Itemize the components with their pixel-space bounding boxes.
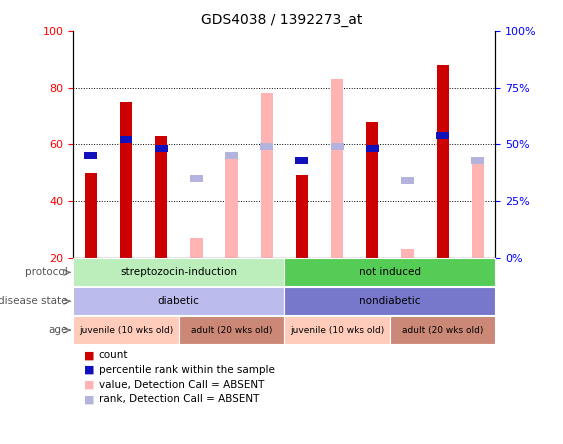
Bar: [261, 93, 273, 258]
Bar: [401, 249, 414, 258]
Bar: [260, 143, 273, 150]
Text: ■: ■: [84, 380, 95, 389]
Bar: [366, 145, 379, 152]
Text: juvenile (10 wks old): juvenile (10 wks old): [290, 325, 384, 335]
Text: diabetic: diabetic: [158, 296, 200, 306]
Text: percentile rank within the sample: percentile rank within the sample: [99, 365, 274, 375]
Text: streptozocin-induction: streptozocin-induction: [120, 267, 237, 278]
Bar: [155, 145, 168, 152]
Text: GDS4038 / 1392273_at: GDS4038 / 1392273_at: [201, 13, 362, 28]
Bar: [155, 136, 167, 258]
Bar: [331, 79, 343, 258]
Bar: [225, 159, 238, 258]
Text: value, Detection Call = ABSENT: value, Detection Call = ABSENT: [99, 380, 264, 389]
Bar: [84, 152, 97, 159]
Text: protocol: protocol: [25, 267, 68, 278]
Bar: [190, 175, 203, 182]
Bar: [436, 65, 449, 258]
Bar: [436, 132, 449, 139]
Bar: [401, 177, 414, 184]
Text: not induced: not induced: [359, 267, 421, 278]
Bar: [225, 152, 238, 159]
Bar: [330, 143, 343, 150]
Bar: [366, 122, 378, 258]
Bar: [120, 102, 132, 258]
Text: rank, Detection Call = ABSENT: rank, Detection Call = ABSENT: [99, 394, 259, 404]
Text: disease state: disease state: [0, 296, 68, 306]
Bar: [296, 175, 308, 258]
Text: adult (20 wks old): adult (20 wks old): [191, 325, 272, 335]
Text: adult (20 wks old): adult (20 wks old): [402, 325, 484, 335]
Bar: [471, 157, 484, 164]
Text: juvenile (10 wks old): juvenile (10 wks old): [79, 325, 173, 335]
Text: nondiabetic: nondiabetic: [359, 296, 421, 306]
Text: age: age: [48, 325, 68, 335]
Text: ■: ■: [84, 350, 95, 360]
Bar: [296, 157, 309, 164]
Text: ■: ■: [84, 394, 95, 404]
Bar: [472, 164, 484, 258]
Bar: [84, 173, 97, 258]
Bar: [190, 238, 203, 258]
Bar: [119, 136, 132, 143]
Text: ■: ■: [84, 365, 95, 375]
Text: count: count: [99, 350, 128, 360]
